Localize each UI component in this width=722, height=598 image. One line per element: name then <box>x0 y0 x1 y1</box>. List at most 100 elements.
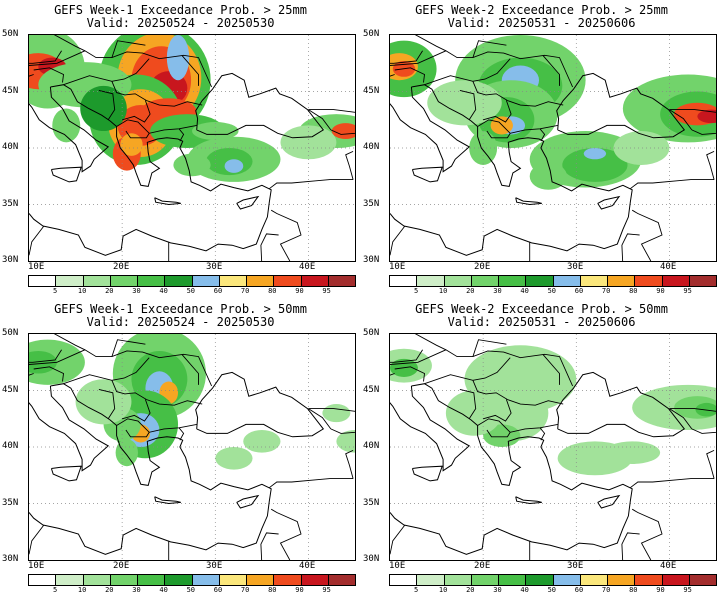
latitude-label: 40N <box>363 142 380 152</box>
latitude-label: 45N <box>363 85 380 96</box>
colorbar-label: 80 <box>629 586 638 594</box>
country-border <box>269 179 354 190</box>
latitude-label: 30N <box>2 255 19 265</box>
country-border <box>472 81 564 107</box>
colorbar-swatch <box>417 575 445 585</box>
colorbar-swatch <box>328 276 355 286</box>
coastline <box>390 86 471 173</box>
coastline <box>411 465 443 482</box>
colorbar-swatch <box>471 276 499 286</box>
probability-contour <box>150 114 225 148</box>
colorbar-swatch <box>219 276 247 286</box>
probability-contour <box>215 447 253 470</box>
map-title: GEFS Week-2 Exceedance Prob. > 25mm <box>415 3 668 17</box>
colorbar-swatch <box>138 575 166 585</box>
colorbar-swatch <box>192 276 220 286</box>
country-border <box>459 89 477 121</box>
colorbar-label: 90 <box>656 586 665 594</box>
country-border <box>116 418 197 433</box>
colorbar-label: 20 <box>105 586 114 594</box>
country-border <box>308 109 355 135</box>
colorbar-label: 30 <box>132 287 141 295</box>
map-panel-week1-25mm: GEFS Week-1 Exceedance Prob. > 25mm Valid… <box>0 0 361 299</box>
country-border <box>345 449 354 479</box>
colorbar-swatch <box>29 575 57 585</box>
colorbar-swatch <box>499 575 527 585</box>
map-title: GEFS Week-2 Exceedance Prob. > 50mm <box>415 302 668 316</box>
country-border <box>394 366 425 382</box>
probability-contour <box>427 80 502 126</box>
colorbar-swatch <box>689 276 716 286</box>
country-border <box>542 354 560 385</box>
coastline <box>29 383 272 555</box>
map-area <box>28 34 356 262</box>
probability-contour <box>115 439 138 467</box>
colorbar-label: 5 <box>413 586 419 594</box>
colorbar <box>28 275 356 287</box>
longitude-label: 10E <box>28 561 45 571</box>
probability-contour <box>331 123 355 139</box>
colorbar-label: 70 <box>240 287 250 295</box>
colorbar-swatch <box>689 575 716 585</box>
colorbar-swatch <box>165 575 193 585</box>
map-title: GEFS Week-1 Exceedance Prob. > 25mm <box>54 3 307 17</box>
map-canvas <box>390 334 716 560</box>
colorbar-label: 90 <box>295 287 304 295</box>
colorbar-swatch <box>29 276 57 286</box>
colorbar-swatch <box>580 575 608 585</box>
colorbar-swatch <box>390 276 418 286</box>
longitude-label: 20E <box>113 561 130 571</box>
colorbar-label: 20 <box>466 287 475 295</box>
probability-contour <box>280 125 337 160</box>
colorbar-swatch <box>301 276 329 286</box>
latitude-label: 35N <box>363 497 380 508</box>
colorbar-swatch <box>247 276 275 286</box>
probability-contour <box>75 379 132 425</box>
country-border <box>33 67 64 83</box>
map-canvas <box>390 35 716 261</box>
country-border <box>482 100 512 123</box>
latitude-label: 30N <box>363 255 380 265</box>
longitude-label: 30E <box>206 262 223 272</box>
colorbar-label: 95 <box>322 287 331 295</box>
country-border <box>669 109 716 135</box>
country-border <box>472 380 564 406</box>
probability-contour <box>243 430 281 453</box>
colorbar-swatch <box>662 276 690 286</box>
longitude-label: 10E <box>28 262 45 272</box>
colorbar-label: 80 <box>268 586 277 594</box>
map-area <box>28 333 356 561</box>
colorbar-swatch <box>274 276 302 286</box>
country-border <box>390 225 406 256</box>
colorbar-swatch <box>608 575 636 585</box>
longitude-label: 30E <box>567 262 584 272</box>
probability-contour <box>322 404 351 423</box>
colorbar <box>389 574 717 586</box>
country-border <box>29 524 45 555</box>
latitude-label: 45N <box>2 85 19 96</box>
colorbar-swatch <box>274 575 302 585</box>
country-border <box>33 366 64 382</box>
country-border <box>390 349 574 387</box>
country-border <box>63 357 150 385</box>
latitude-label: 45N <box>2 384 19 395</box>
colorbar-label: 80 <box>268 287 277 295</box>
colorbar-label: 40 <box>159 586 168 594</box>
coastline <box>29 84 272 256</box>
country-border <box>539 427 546 441</box>
colorbar-label: 30 <box>493 586 502 594</box>
longitude-label: 40E <box>299 262 316 272</box>
coastline <box>556 371 686 438</box>
country-border <box>308 408 355 434</box>
latitude-label: 50N <box>363 29 380 39</box>
map-canvas <box>29 35 355 261</box>
country-border <box>181 55 199 86</box>
country-border <box>269 478 354 489</box>
probability-contour <box>529 162 567 190</box>
latitude-label: 50N <box>2 328 19 338</box>
longitude-label: 30E <box>206 561 223 571</box>
country-border <box>486 130 511 139</box>
colorbar-swatch <box>608 276 636 286</box>
country-border <box>394 67 425 83</box>
country-border <box>706 449 715 479</box>
